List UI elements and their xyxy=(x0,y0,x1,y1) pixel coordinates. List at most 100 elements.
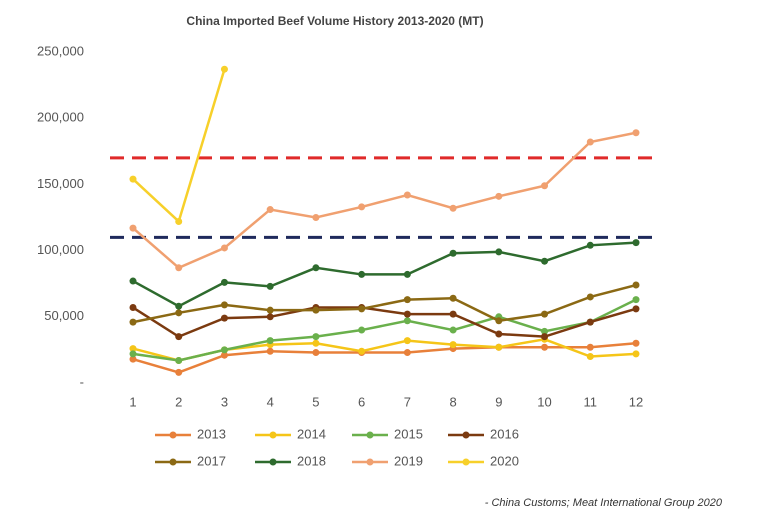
y-tick-label: 150,000 xyxy=(37,176,84,191)
data-point xyxy=(358,305,366,313)
y-tick-label: - xyxy=(80,374,84,389)
data-point xyxy=(403,270,411,278)
legend-marker xyxy=(269,458,277,466)
data-point xyxy=(358,270,366,278)
data-point xyxy=(541,310,549,318)
y-tick-label: 100,000 xyxy=(37,242,84,257)
series-line xyxy=(132,298,637,362)
data-point xyxy=(541,257,549,265)
legend-marker xyxy=(462,458,470,466)
data-point xyxy=(129,345,137,353)
data-point xyxy=(586,138,594,146)
data-point xyxy=(129,304,137,312)
data-point xyxy=(266,337,274,345)
data-point xyxy=(175,264,183,272)
legend-label: 2013 xyxy=(197,426,226,441)
legend-label: 2017 xyxy=(197,453,226,468)
legend-label: 2020 xyxy=(490,453,519,468)
data-point xyxy=(541,327,549,335)
data-point xyxy=(312,306,320,314)
data-point xyxy=(175,217,183,225)
data-point xyxy=(632,281,640,289)
data-point xyxy=(129,318,137,326)
data-point xyxy=(632,296,640,304)
data-point xyxy=(495,330,503,338)
y-tick-label: 50,000 xyxy=(44,308,84,323)
series-line xyxy=(132,306,637,339)
data-point xyxy=(495,317,503,325)
data-point xyxy=(541,333,549,341)
data-point xyxy=(312,214,320,221)
data-point xyxy=(220,346,228,354)
data-point xyxy=(220,351,228,359)
data-point xyxy=(175,309,183,317)
x-tick-label: 2 xyxy=(175,394,182,409)
data-point xyxy=(175,368,183,376)
data-point xyxy=(312,349,320,357)
source-note: - China Customs; Meat International Grou… xyxy=(485,497,723,509)
series-line xyxy=(132,342,637,374)
data-point xyxy=(541,182,549,190)
data-point xyxy=(632,350,640,358)
data-point xyxy=(403,310,411,318)
y-tick-label: 200,000 xyxy=(37,110,84,125)
x-tick-label: 1 xyxy=(129,394,136,409)
data-point xyxy=(175,302,183,310)
legend-label: 2019 xyxy=(394,453,423,468)
data-point xyxy=(586,293,594,301)
data-point xyxy=(449,294,457,302)
data-point xyxy=(266,282,274,290)
x-tick-label: 12 xyxy=(629,394,643,409)
data-point xyxy=(175,356,183,364)
data-point xyxy=(129,350,137,358)
legend-label: 2015 xyxy=(394,426,423,441)
data-point xyxy=(449,204,457,212)
data-point xyxy=(449,310,457,318)
data-point xyxy=(495,192,503,200)
data-point xyxy=(312,339,320,347)
data-point xyxy=(266,306,274,314)
legend-label: 2016 xyxy=(490,426,519,441)
data-point xyxy=(586,241,594,249)
x-tick-label: 4 xyxy=(267,394,274,409)
data-point xyxy=(129,355,137,363)
data-point xyxy=(220,301,228,309)
data-point xyxy=(403,317,411,325)
data-point xyxy=(129,277,137,285)
data-point xyxy=(403,337,411,345)
data-point xyxy=(449,249,457,257)
x-tick-label: 7 xyxy=(404,394,411,409)
x-tick-label: 11 xyxy=(584,394,598,409)
data-point xyxy=(312,333,320,341)
data-point xyxy=(632,339,640,347)
x-tick-label: 9 xyxy=(495,394,502,409)
data-point xyxy=(358,347,366,355)
data-point xyxy=(403,349,411,357)
legend-marker xyxy=(269,431,277,439)
data-point xyxy=(632,129,640,137)
y-tick-label: 250,000 xyxy=(37,43,84,58)
data-point xyxy=(129,175,137,183)
data-point xyxy=(220,244,228,252)
data-point xyxy=(495,343,503,351)
data-point xyxy=(586,353,594,361)
data-point xyxy=(403,296,411,304)
legend-label: 2018 xyxy=(297,453,326,468)
x-tick-label: 5 xyxy=(312,394,319,409)
data-point xyxy=(220,278,228,286)
x-tick-label: 8 xyxy=(449,394,456,409)
legend-marker xyxy=(366,431,374,439)
data-point xyxy=(495,248,503,256)
data-point xyxy=(266,313,274,321)
x-tick-label: 6 xyxy=(358,394,365,409)
series-line xyxy=(132,131,637,270)
data-point xyxy=(175,333,183,341)
series-line xyxy=(132,68,226,224)
legend-label: 2014 xyxy=(297,426,326,441)
legend-marker xyxy=(462,431,470,439)
data-point xyxy=(358,203,366,211)
legend-marker xyxy=(169,431,177,439)
data-point xyxy=(403,191,411,199)
legend-marker xyxy=(366,458,374,466)
